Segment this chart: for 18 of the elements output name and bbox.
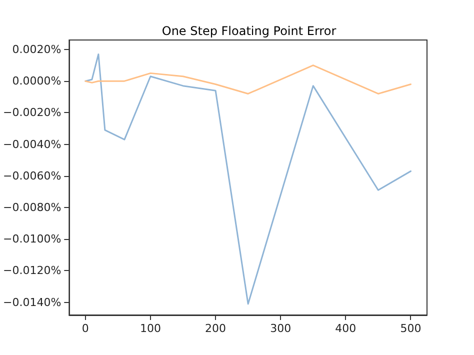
y-tick-label: −0.0060% (2, 169, 62, 182)
x-tick-label: 100 (140, 322, 161, 335)
y-tick-label: −0.0100% (2, 232, 62, 246)
line-series (84, 64, 412, 94)
x-tick-label: 300 (270, 322, 292, 335)
y-tick-label: −0.0080% (2, 201, 62, 214)
x-tick-label: 400 (335, 322, 356, 335)
y-tick-label: −0.0040% (2, 138, 62, 151)
y-tick-label: 0.0000% (12, 74, 62, 88)
chart-title: One Step Floating Point Error (162, 24, 336, 38)
y-tick-label: −0.0120% (2, 264, 62, 278)
line-series (84, 53, 412, 305)
x-tick-label: 0 (82, 322, 89, 335)
y-tick-label: −0.0020% (2, 106, 62, 120)
x-tick-label: 200 (205, 322, 226, 335)
y-tick-label: −0.0140% (2, 296, 62, 309)
x-tick-label: 500 (400, 322, 422, 335)
y-tick-label: 0.0020% (12, 42, 62, 56)
